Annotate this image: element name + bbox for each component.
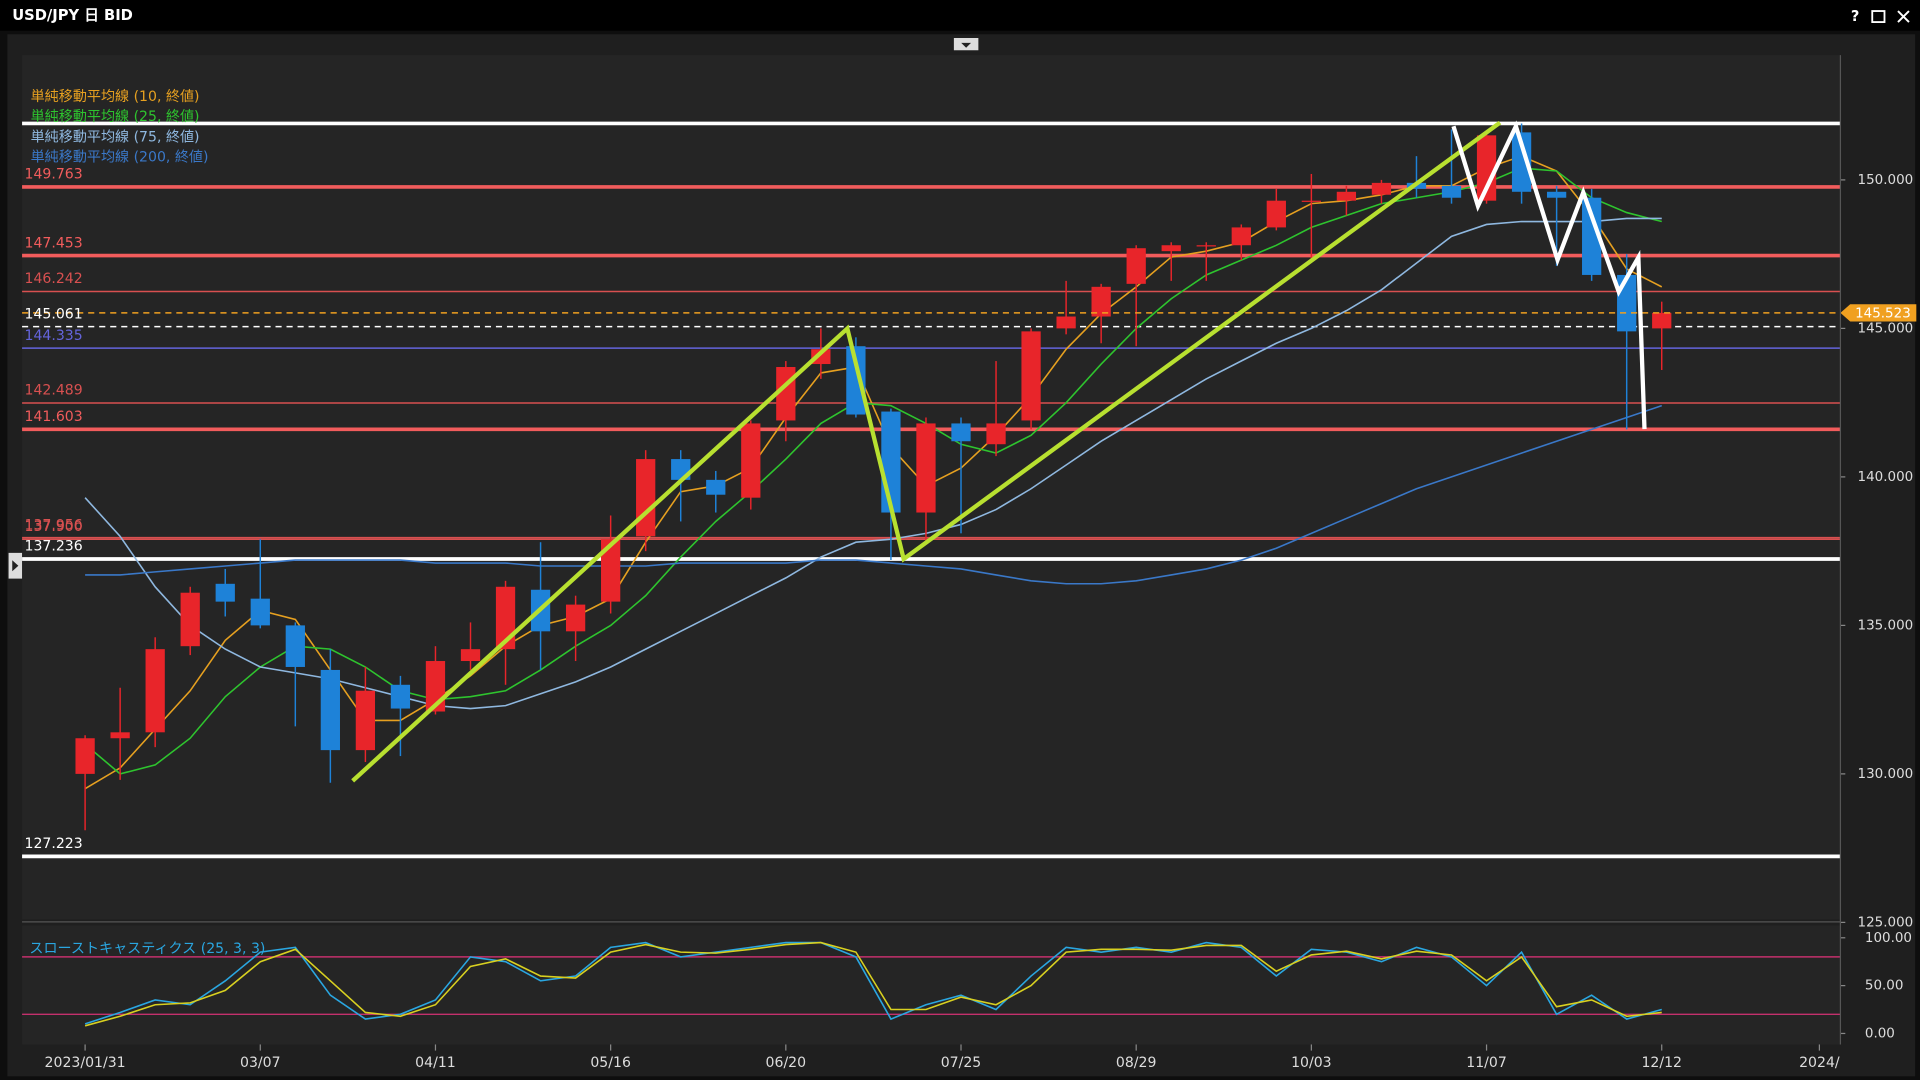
candle-body (1371, 182, 1392, 195)
stochastic-plot (22, 941, 1841, 1027)
indicator-title: スローストキャスティクス (25, 3, 3) (29, 941, 265, 957)
x-tick-label: 07/25 (941, 1055, 982, 1071)
candle-body (706, 479, 726, 495)
candle-body (1266, 200, 1286, 228)
candle-body (1056, 316, 1076, 329)
candle-body (1476, 135, 1497, 201)
candle-body (250, 598, 270, 626)
level-label: 137.900 (24, 519, 82, 535)
level-label: 144.335 (24, 328, 82, 344)
zigzag-line (1451, 120, 1647, 430)
y-tick-label: 145.000 (1858, 320, 1914, 336)
last-price-label: 145.523 (1855, 305, 1911, 321)
stochastic-panel (22, 925, 1841, 1045)
legend-entry: 単純移動平均線 (75, 終値) (31, 129, 200, 145)
candle-body (460, 649, 481, 662)
maximize-button[interactable] (1871, 10, 1886, 23)
candle-body (495, 586, 516, 650)
moving-average (85, 404, 1663, 585)
candle-body (1301, 200, 1321, 202)
candle-body (75, 738, 95, 774)
level-label: 141.603 (24, 409, 82, 425)
candle-body (741, 423, 761, 498)
x-tick-label: 2024/ (1799, 1055, 1840, 1071)
side-icon (12, 560, 19, 572)
level-label: 137.236 (24, 539, 82, 555)
close-button[interactable] (1897, 10, 1910, 23)
x-tick-label: 12/12 (1641, 1055, 1682, 1071)
level-label: 127.223 (24, 836, 82, 852)
candle-body (601, 539, 621, 602)
y-tick-label: 150.000 (1858, 172, 1914, 188)
x-tick-label: 04/11 (415, 1055, 456, 1071)
candle-body (215, 583, 235, 602)
candle-body (1126, 248, 1146, 284)
x-tick-label: 03/07 (240, 1055, 281, 1071)
help-button[interactable]: ? (1851, 8, 1860, 25)
legend-entry: 単純移動平均線 (200, 終値) (31, 150, 209, 166)
candle-body (110, 732, 130, 739)
y-tick-label: 130.000 (1858, 766, 1914, 782)
candle-body (1652, 312, 1672, 329)
candle-body (565, 604, 586, 632)
y-tick-label: 125.000 (1858, 914, 1914, 930)
candle-body (986, 423, 1006, 445)
candle-body (1196, 245, 1216, 247)
candle-body (1161, 245, 1181, 252)
oscillator-line (84, 941, 1662, 1027)
axes: 125.000 130.000 135.000 140.000 145.000 150.0… (22, 55, 1917, 1071)
level-label: 147.453 (24, 235, 82, 251)
candle-body (916, 423, 936, 513)
y-tick-label: 50.00 (1865, 978, 1904, 994)
moving-average (84, 167, 1662, 775)
candle-body (390, 684, 411, 709)
candle-body (1021, 331, 1041, 421)
candle-body (1441, 185, 1462, 198)
candle-body (320, 669, 340, 751)
candle-body (1091, 286, 1111, 317)
x-tick-label: 08/29 (1116, 1055, 1157, 1071)
x-tick-label: 2023/01/31 (45, 1055, 126, 1071)
candle-body (636, 459, 656, 537)
x-tick-label: 06/20 (766, 1055, 807, 1071)
legend-entry: 単純移動平均線 (10, 終値) (31, 89, 200, 105)
y-tick-label: 100.00 (1865, 930, 1912, 946)
x-tick-label: 10/03 (1291, 1055, 1332, 1071)
level-label: 137.956 (24, 517, 82, 533)
moving-average (84, 217, 1662, 710)
candle-body (355, 690, 376, 751)
candle-body (1511, 132, 1532, 192)
candle-body (881, 411, 901, 513)
candle-body (1546, 191, 1567, 198)
candle-body (811, 349, 831, 365)
moving-average (84, 155, 1663, 790)
x-tick-label: 05/16 (590, 1055, 631, 1071)
candle-body (846, 346, 866, 415)
collapse-icon (961, 42, 972, 48)
candle-body (951, 423, 971, 442)
trend-line (351, 120, 1502, 783)
candle-body (1617, 274, 1637, 332)
candle-body (1582, 197, 1602, 275)
candle-body (1336, 191, 1357, 201)
y-tick-label: 135.000 (1858, 617, 1914, 633)
level-label: 146.242 (24, 271, 82, 287)
y-tick-label: 140.000 (1858, 469, 1914, 485)
candle-body (180, 592, 200, 647)
title-bar (0, 0, 1920, 31)
candle-body (285, 625, 305, 667)
candle-body (1231, 227, 1251, 246)
legend-entry: 単純移動平均線 (25, 終値) (31, 109, 200, 125)
y-tick-label: 0.00 (1865, 1025, 1895, 1041)
candle-body (145, 649, 165, 733)
level-label: 142.489 (24, 383, 82, 399)
drawings (351, 120, 1647, 783)
x-tick-label: 11/07 (1466, 1055, 1507, 1071)
level-label: 145.061 (24, 306, 82, 322)
window-title: USD/JPY 日 BID (12, 7, 133, 24)
level-label: 149.763 (24, 167, 82, 183)
last-price-tag (1840, 304, 1917, 322)
